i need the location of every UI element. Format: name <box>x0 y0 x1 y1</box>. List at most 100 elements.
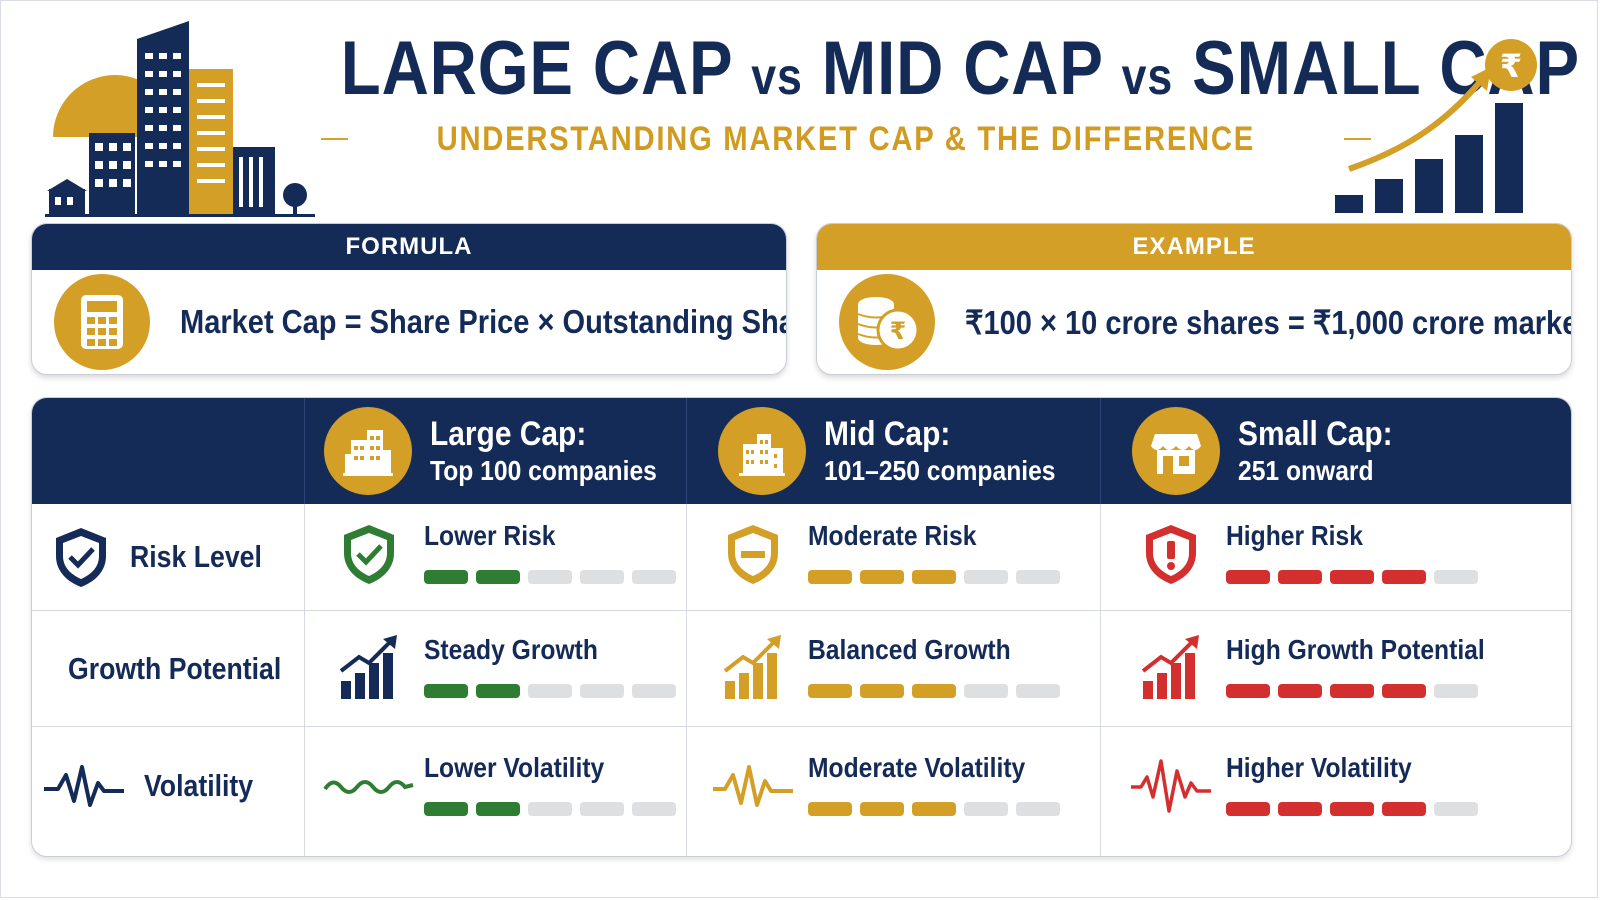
table-header: Large Cap: Top 100 companies Mid Cap: 101–… <box>32 398 1571 504</box>
column-title: Large Cap: <box>430 415 587 453</box>
level-bar <box>1226 684 1478 698</box>
subtitle-rule-right <box>1343 138 1371 140</box>
column-header-mid-cap: Mid Cap: 101–250 companies <box>718 398 1087 504</box>
level-segment-filled <box>808 570 852 584</box>
storefront-icon <box>1132 407 1220 495</box>
column-title: Mid Cap: <box>824 415 951 453</box>
shield-minus-icon <box>728 525 778 584</box>
level-bar <box>424 684 676 698</box>
rupee-symbol: ₹ <box>1500 47 1522 85</box>
shield-check-icon <box>344 525 394 584</box>
formula-heading: FORMULA <box>32 224 786 270</box>
row-label-risk-level: Risk Level <box>32 514 304 600</box>
level-bar <box>424 570 676 584</box>
level-segment-filled <box>860 802 904 816</box>
growth-bars-rupee-icon: ₹ <box>1335 39 1537 213</box>
level-segment-filled <box>912 802 956 816</box>
shield-alert-icon <box>1146 525 1196 584</box>
level-segment-empty <box>632 684 676 698</box>
calculator-icon <box>54 274 150 370</box>
level-bar <box>808 570 1060 584</box>
cell-label: Lower Volatility <box>424 752 605 783</box>
level-segment-empty <box>632 802 676 816</box>
row-label-text: Growth Potential <box>68 651 282 686</box>
column-header-small-cap: Small Cap: 251 onward <box>1132 398 1414 504</box>
level-segment-empty <box>580 570 624 584</box>
subtitle-rule-left <box>321 138 349 140</box>
coin-rupee-symbol: ₹ <box>890 317 907 345</box>
level-segment-empty <box>580 684 624 698</box>
cell-large-risk: Lower Risk <box>324 514 676 600</box>
level-segment-filled <box>860 570 904 584</box>
cell-label: Moderate Risk <box>808 520 977 551</box>
level-bar <box>808 802 1060 816</box>
level-segment-empty <box>632 570 676 584</box>
level-segment-filled <box>1278 684 1322 698</box>
title-mid-cap: MID CAP <box>821 26 1103 111</box>
cell-small-growth: High Growth Potential <box>1126 628 1546 714</box>
formula-card: FORMULA Market Cap = Share Price × Outst… <box>31 223 787 375</box>
level-bar <box>808 684 1060 698</box>
growth-chart-icon <box>1141 635 1199 699</box>
level-segment-filled <box>1330 802 1374 816</box>
skyline-illustration-icon <box>45 21 315 217</box>
level-segment-empty <box>1016 570 1060 584</box>
level-segment-empty <box>1434 684 1478 698</box>
column-subtitle: 251 onward <box>1238 455 1374 486</box>
level-segment-filled <box>476 684 520 698</box>
level-segment-filled <box>808 684 852 698</box>
pulse-wave-icon <box>44 765 124 807</box>
cell-small-volatility: Higher Volatility <box>1116 746 1546 832</box>
level-segment-filled <box>1226 802 1270 816</box>
level-segment-filled <box>1330 570 1374 584</box>
level-segment-empty <box>1434 570 1478 584</box>
level-segment-filled <box>808 802 852 816</box>
level-segment-filled <box>1330 684 1374 698</box>
cell-label: Moderate Volatility <box>808 752 1026 783</box>
gentle-wave-icon <box>323 780 414 794</box>
cell-label: Higher Risk <box>1226 520 1363 551</box>
shield-check-icon <box>56 528 106 587</box>
level-segment-filled <box>912 570 956 584</box>
cell-mid-growth: Balanced Growth <box>708 628 1088 714</box>
cell-small-risk: Higher Risk <box>1126 514 1546 600</box>
level-segment-filled <box>1382 684 1426 698</box>
level-segment-empty <box>964 802 1008 816</box>
example-heading: EXAMPLE <box>817 224 1571 270</box>
example-text: ₹100 × 10 crore shares = ₹1,000 crore ma… <box>965 303 1571 341</box>
level-segment-filled <box>1226 570 1270 584</box>
level-segment-empty <box>528 570 572 584</box>
growth-chart-icon <box>339 635 397 699</box>
level-segment-filled <box>424 802 468 816</box>
title-large-cap: LARGE CAP <box>340 26 733 111</box>
level-segment-empty <box>964 684 1008 698</box>
level-segment-empty <box>580 802 624 816</box>
pulse-wave-icon <box>713 765 793 807</box>
level-segment-filled <box>912 684 956 698</box>
level-segment-filled <box>424 684 468 698</box>
column-subtitle: Top 100 companies <box>430 455 657 486</box>
level-segment-filled <box>860 684 904 698</box>
row-label-volatility: Volatility <box>32 738 304 834</box>
cell-label: Balanced Growth <box>808 634 1011 665</box>
cell-label: Higher Volatility <box>1226 752 1412 783</box>
cell-label: High Growth Potential <box>1226 634 1485 665</box>
city-buildings-icon <box>324 407 412 495</box>
level-bar <box>1226 570 1478 584</box>
cell-large-volatility: Lower Volatility <box>314 746 676 832</box>
example-card: EXAMPLE ₹ ₹100 × 10 crore shares = ₹1,00… <box>816 223 1572 375</box>
pulse-wave-icon <box>1131 759 1211 813</box>
level-segment-empty <box>1016 802 1060 816</box>
level-segment-filled <box>1278 802 1322 816</box>
level-bar <box>424 802 676 816</box>
subtitle-row: UNDERSTANDING MARKET CAP & THE DIFFERENC… <box>321 119 1371 159</box>
column-header-large-cap: Large Cap: Top 100 companies <box>324 398 688 504</box>
cell-mid-volatility: Moderate Volatility <box>698 746 1088 832</box>
office-buildings-icon <box>718 407 806 495</box>
page-title: LARGE CAP vs MID CAP vs SMALL CAP <box>340 19 1579 127</box>
cell-large-growth: Steady Growth <box>324 628 676 714</box>
level-segment-filled <box>1382 802 1426 816</box>
title-vs: vs <box>751 48 803 106</box>
level-bar <box>1226 802 1478 816</box>
